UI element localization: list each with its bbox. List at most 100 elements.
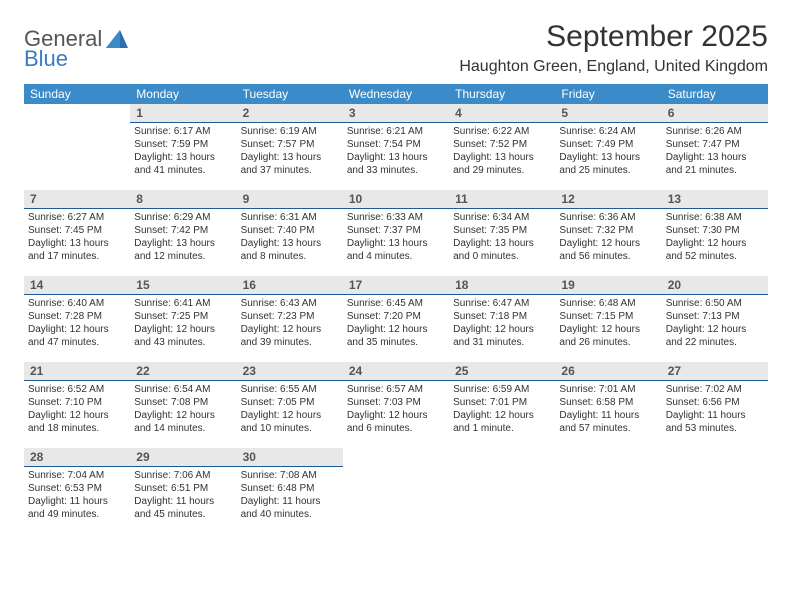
calendar-header-row: Sunday Monday Tuesday Wednesday Thursday… [24, 84, 768, 104]
sunrise-text: Sunrise: 6:17 AM [134, 125, 232, 138]
day-body: Sunrise: 6:27 AMSunset: 7:45 PMDaylight:… [24, 209, 130, 267]
daylight-text: Daylight: 13 hours and 17 minutes. [28, 237, 126, 263]
daylight-text: Daylight: 13 hours and 21 minutes. [666, 151, 764, 177]
day-number: 15 [130, 276, 236, 295]
day-number: 16 [237, 276, 343, 295]
calendar-week-row: 21Sunrise: 6:52 AMSunset: 7:10 PMDayligh… [24, 362, 768, 448]
sunrise-text: Sunrise: 6:40 AM [28, 297, 126, 310]
daylight-text: Daylight: 13 hours and 37 minutes. [241, 151, 339, 177]
sunset-text: Sunset: 7:20 PM [347, 310, 445, 323]
daylight-text: Daylight: 11 hours and 45 minutes. [134, 495, 232, 521]
day-number: 26 [555, 362, 661, 381]
calendar-cell: 25Sunrise: 6:59 AMSunset: 7:01 PMDayligh… [449, 362, 555, 448]
calendar-cell: 16Sunrise: 6:43 AMSunset: 7:23 PMDayligh… [237, 276, 343, 362]
day-number: 22 [130, 362, 236, 381]
calendar-cell: 23Sunrise: 6:55 AMSunset: 7:05 PMDayligh… [237, 362, 343, 448]
sunset-text: Sunset: 6:51 PM [134, 482, 232, 495]
sunset-text: Sunset: 7:52 PM [453, 138, 551, 151]
daylight-text: Daylight: 12 hours and 1 minute. [453, 409, 551, 435]
daylight-text: Daylight: 13 hours and 41 minutes. [134, 151, 232, 177]
daylight-text: Daylight: 12 hours and 31 minutes. [453, 323, 551, 349]
calendar-cell: 20Sunrise: 6:50 AMSunset: 7:13 PMDayligh… [662, 276, 768, 362]
calendar-cell: 24Sunrise: 6:57 AMSunset: 7:03 PMDayligh… [343, 362, 449, 448]
day-body: Sunrise: 6:57 AMSunset: 7:03 PMDaylight:… [343, 381, 449, 439]
sunrise-text: Sunrise: 7:02 AM [666, 383, 764, 396]
day-body: Sunrise: 6:43 AMSunset: 7:23 PMDaylight:… [237, 295, 343, 353]
sunset-text: Sunset: 7:37 PM [347, 224, 445, 237]
calendar-cell: 28Sunrise: 7:04 AMSunset: 6:53 PMDayligh… [24, 448, 130, 534]
sunrise-text: Sunrise: 6:22 AM [453, 125, 551, 138]
daylight-text: Daylight: 12 hours and 39 minutes. [241, 323, 339, 349]
day-number: 13 [662, 190, 768, 209]
sunrise-text: Sunrise: 6:54 AM [134, 383, 232, 396]
calendar-cell: 10Sunrise: 6:33 AMSunset: 7:37 PMDayligh… [343, 190, 449, 276]
day-body: Sunrise: 6:40 AMSunset: 7:28 PMDaylight:… [24, 295, 130, 353]
calendar-cell: 1Sunrise: 6:17 AMSunset: 7:59 PMDaylight… [130, 104, 236, 190]
day-number: 21 [24, 362, 130, 381]
day-body: Sunrise: 7:04 AMSunset: 6:53 PMDaylight:… [24, 467, 130, 525]
sunset-text: Sunset: 6:48 PM [241, 482, 339, 495]
day-body: Sunrise: 6:48 AMSunset: 7:15 PMDaylight:… [555, 295, 661, 353]
title-block: September 2025 Haughton Green, England, … [459, 20, 768, 76]
day-number: 30 [237, 448, 343, 467]
daylight-text: Daylight: 13 hours and 8 minutes. [241, 237, 339, 263]
day-body: Sunrise: 6:50 AMSunset: 7:13 PMDaylight:… [662, 295, 768, 353]
calendar-cell: 9Sunrise: 6:31 AMSunset: 7:40 PMDaylight… [237, 190, 343, 276]
sunrise-text: Sunrise: 6:52 AM [28, 383, 126, 396]
sunset-text: Sunset: 6:58 PM [559, 396, 657, 409]
sunset-text: Sunset: 7:54 PM [347, 138, 445, 151]
sunset-text: Sunset: 7:18 PM [453, 310, 551, 323]
daylight-text: Daylight: 12 hours and 26 minutes. [559, 323, 657, 349]
day-number: 5 [555, 104, 661, 123]
calendar-week-row: 28Sunrise: 7:04 AMSunset: 6:53 PMDayligh… [24, 448, 768, 534]
daylight-text: Daylight: 11 hours and 53 minutes. [666, 409, 764, 435]
daylight-text: Daylight: 13 hours and 25 minutes. [559, 151, 657, 177]
daylight-text: Daylight: 12 hours and 10 minutes. [241, 409, 339, 435]
sunrise-text: Sunrise: 7:04 AM [28, 469, 126, 482]
day-body: Sunrise: 7:06 AMSunset: 6:51 PMDaylight:… [130, 467, 236, 525]
calendar-cell: 21 Sunrise: 6:52 AMSunset: 7:10 PMDayligh… [24, 362, 130, 448]
day-number: 11 [449, 190, 555, 209]
daylight-text: Daylight: 12 hours and 52 minutes. [666, 237, 764, 263]
day-number: 10 [343, 190, 449, 209]
daylight-text: Daylight: 13 hours and 4 minutes. [347, 237, 445, 263]
day-number: 1 [130, 104, 236, 123]
day-number: 18 [449, 276, 555, 295]
calendar-cell: 14Sunrise: 6:40 AMSunset: 7:28 PMDayligh… [24, 276, 130, 362]
daylight-text: Daylight: 12 hours and 22 minutes. [666, 323, 764, 349]
sunset-text: Sunset: 7:25 PM [134, 310, 232, 323]
daylight-text: Daylight: 12 hours and 43 minutes. [134, 323, 232, 349]
sunset-text: Sunset: 7:45 PM [28, 224, 126, 237]
calendar-cell: 8Sunrise: 6:29 AMSunset: 7:42 PMDaylight… [130, 190, 236, 276]
daylight-text: Daylight: 12 hours and 18 minutes. [28, 409, 126, 435]
month-title: September 2025 [459, 20, 768, 54]
sunrise-text: Sunrise: 6:38 AM [666, 211, 764, 224]
sunset-text: Sunset: 7:47 PM [666, 138, 764, 151]
calendar-cell: 22Sunrise: 6:54 AMSunset: 7:08 PMDayligh… [130, 362, 236, 448]
sunset-text: Sunset: 7:23 PM [241, 310, 339, 323]
day-number: 9 [237, 190, 343, 209]
sunset-text: Sunset: 7:28 PM [28, 310, 126, 323]
day-body: Sunrise: 6:59 AMSunset: 7:01 PMDaylight:… [449, 381, 555, 439]
calendar-cell [449, 448, 555, 534]
day-number: 29 [130, 448, 236, 467]
day-number: 20 [662, 276, 768, 295]
sunset-text: Sunset: 7:35 PM [453, 224, 551, 237]
sunrise-text: Sunrise: 6:26 AM [666, 125, 764, 138]
sunrise-text: Sunrise: 6:47 AM [453, 297, 551, 310]
logo-text-blue: Blue [24, 46, 68, 72]
header: General September 2025 Haughton Green, E… [24, 20, 768, 76]
day-number: 8 [130, 190, 236, 209]
day-number: 28 [24, 448, 130, 467]
day-body: Sunrise: 6:41 AMSunset: 7:25 PMDaylight:… [130, 295, 236, 353]
sunrise-text: Sunrise: 6:48 AM [559, 297, 657, 310]
location: Haughton Green, England, United Kingdom [459, 58, 768, 76]
sunset-text: Sunset: 7:10 PM [28, 396, 126, 409]
sunset-text: Sunset: 7:49 PM [559, 138, 657, 151]
day-body: Sunrise: 7:02 AMSunset: 6:56 PMDaylight:… [662, 381, 768, 439]
sunset-text: Sunset: 7:08 PM [134, 396, 232, 409]
sunrise-text: Sunrise: 6:55 AM [241, 383, 339, 396]
sunset-text: Sunset: 7:03 PM [347, 396, 445, 409]
daylight-text: Daylight: 12 hours and 35 minutes. [347, 323, 445, 349]
weekday-header: Thursday [449, 84, 555, 104]
